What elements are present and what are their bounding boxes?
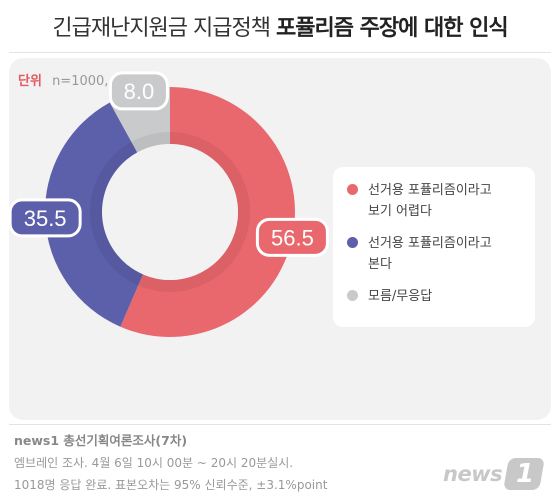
donut-slice [120, 87, 295, 337]
legend-swatch [347, 184, 358, 195]
logo-mark: 1 [516, 459, 535, 489]
title-bold: 포퓰리즘 주장에 대한 인식 [276, 16, 509, 41]
survey-note-2: 1018명 응답 완료. 표본오차는 95% 신뢰수준, ±3.1%point [14, 478, 328, 492]
donut-slice-shade [131, 132, 170, 153]
legend-swatch [347, 237, 358, 248]
legend-swatch [347, 290, 358, 301]
donut-slice [44, 102, 143, 327]
donut-hole [102, 144, 238, 280]
logo-wordmark: news [443, 462, 503, 486]
title-regular: 긴급재난지원금 지급정책 [52, 16, 271, 41]
data-label-text: 35.5 [24, 206, 67, 231]
data-label-text: 56.5 [271, 225, 314, 250]
data-label-bg [255, 217, 329, 257]
data-label-text: 8.0 [124, 79, 155, 104]
unit-value: n=1000, % [52, 74, 125, 89]
data-label: 35.5 [8, 198, 82, 238]
legend-item: 모름/무응답 [347, 286, 525, 307]
legend-label-line1: 모름/무응답 [368, 289, 433, 304]
legend-label-line1: 선거용 포퓰리즘이라고 [368, 236, 492, 251]
data-label: 56.5 [255, 217, 329, 257]
legend-label: 선거용 포퓰리즘이라고 본다 [368, 233, 492, 275]
data-label-bg [108, 71, 169, 111]
unit-note: 단위 n=1000, % [18, 70, 125, 89]
legend-label: 선거용 포퓰리즘이라고 보기 어렵다 [368, 180, 492, 222]
unit-label: 단위 [18, 74, 42, 89]
data-label-bg [8, 198, 82, 238]
chart-title: 긴급재난지원금 지급정책 포퓰리즘 주장에 대한 인식 [0, 10, 560, 42]
data-label: 8.0 [108, 71, 169, 111]
donut-slice-shade [90, 141, 143, 286]
legend-label: 모름/무응답 [368, 286, 432, 307]
survey-note-1: 엠브레인 조사. 4월 6일 10시 00분 ~ 20시 20분실시. [14, 456, 294, 470]
legend-item: 선거용 포퓰리즘이라고 보기 어렵다 [347, 180, 525, 222]
footer-divider [9, 424, 551, 425]
legend-label-line1: 선거용 포퓰리즘이라고 [368, 183, 492, 198]
donut-chart: 56.5 35.5 8.0 [8, 71, 329, 337]
legend-label-line2: 본다 [368, 257, 392, 272]
legend-item: 선거용 포퓰리즘이라고 본다 [347, 233, 525, 275]
legend: 선거용 포퓰리즘이라고 보기 어렵다 선거용 포퓰리즘이라고 본다 모름/무응답 [333, 167, 535, 327]
source-text: news1 총선기획여론조사(7차) [14, 433, 188, 448]
title-divider [9, 52, 551, 53]
legend-label-line2: 보기 어렵다 [368, 204, 432, 219]
news1-logo: news 1 [443, 458, 553, 492]
